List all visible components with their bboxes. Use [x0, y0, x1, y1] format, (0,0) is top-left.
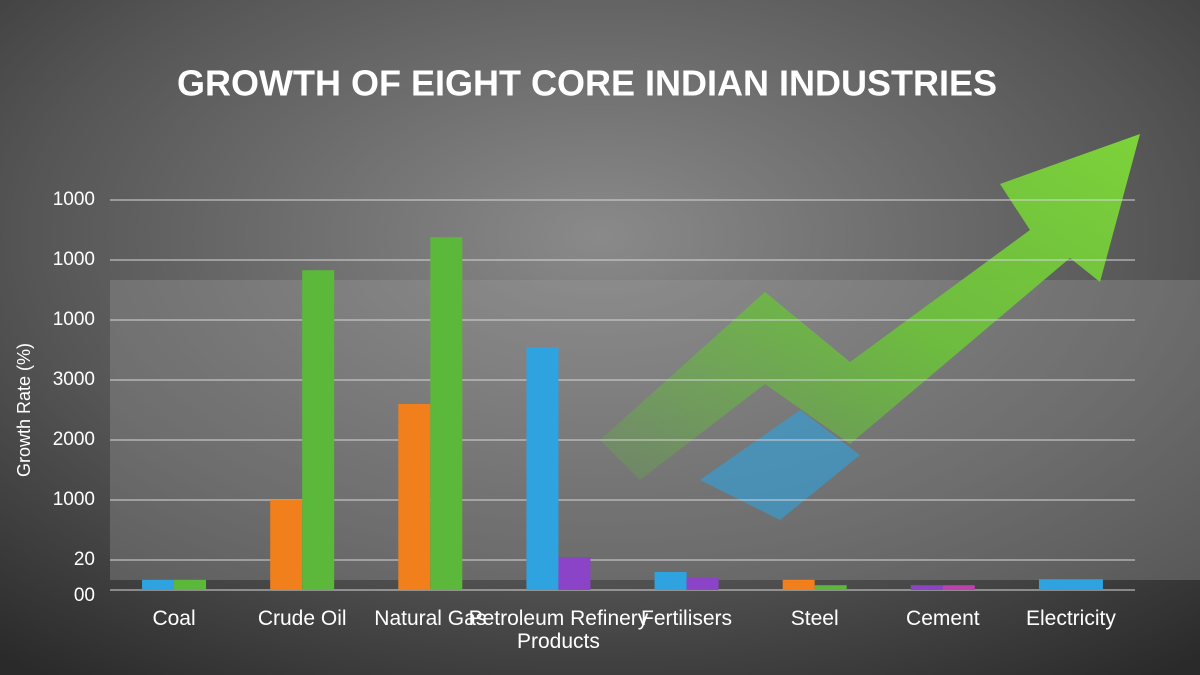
y-tick-label: 2000	[53, 429, 95, 450]
x-tick-label: Crude Oil	[257, 607, 347, 630]
growth-arrow	[600, 134, 1140, 480]
y-tick-label: 1000	[53, 309, 95, 330]
bar	[174, 579, 207, 590]
x-tick-label: Petroleum Refinery Products	[468, 607, 649, 653]
y-tick-label: 1000	[53, 489, 95, 510]
blue-arrow	[700, 410, 860, 520]
bar	[398, 404, 431, 590]
bar	[782, 579, 815, 590]
y-tick-label: 3000	[53, 369, 95, 390]
x-tick-label: Electricity	[1026, 607, 1116, 630]
chart-title: GROWTH OF EIGHT CORE INDIAN INDUSTRIES	[177, 63, 997, 104]
bar	[910, 585, 943, 590]
bar	[686, 578, 719, 590]
bar	[654, 572, 687, 590]
y-tick-label: 20	[74, 549, 95, 570]
x-tick-label: Natural Gas	[374, 607, 487, 630]
y-tick-label: 1000	[53, 249, 95, 270]
bar	[142, 579, 175, 590]
y-tick-label: 00	[74, 585, 95, 606]
x-tick-label: Cement	[906, 607, 980, 630]
bar	[302, 270, 335, 590]
x-tick-label: Fertilisers	[641, 607, 733, 630]
bar	[1038, 579, 1103, 590]
x-tick-label: Steel	[790, 607, 839, 630]
bar	[430, 237, 463, 590]
y-axis-label: Growth Rate (%)	[14, 343, 34, 477]
x-tick-label: Coal	[152, 607, 196, 630]
bar	[814, 585, 847, 590]
bar	[942, 585, 975, 590]
bar	[558, 557, 591, 590]
y-tick-label: 1000	[53, 189, 95, 210]
bar	[526, 347, 559, 590]
bar	[270, 500, 303, 590]
